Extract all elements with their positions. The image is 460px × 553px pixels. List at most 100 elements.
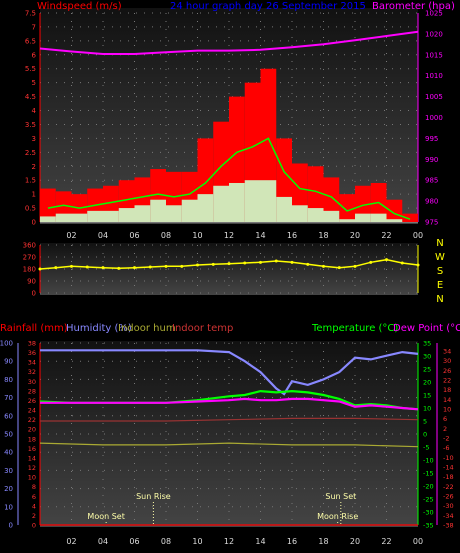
temperature-y-tick-label: -25 — [423, 496, 434, 504]
wind-direction-point — [416, 263, 420, 267]
wind-direction-point — [400, 261, 404, 265]
rainfall-y-tick-label: 4 — [32, 502, 36, 510]
speed-bar — [118, 208, 135, 222]
dewpoint-y-tick-label: 34 — [443, 348, 451, 356]
moon-sun-label: Moon Set — [87, 512, 124, 521]
wind-direction-point — [180, 264, 184, 268]
wind-direction-point — [117, 266, 121, 270]
humidity-y-tick-label: 90 — [4, 358, 13, 366]
wind-x-tick-label: 02 — [66, 231, 76, 240]
wind-direction-point — [385, 258, 388, 262]
wind-series — [39, 30, 419, 223]
direction-y-tick-label: 270 — [23, 254, 36, 262]
temperature-x-tick-label: 12 — [224, 537, 234, 546]
speed-bar — [150, 199, 166, 222]
moon-sun-label: Sun Rise — [136, 492, 171, 501]
speed-bar — [386, 219, 403, 222]
average-wind-line — [47, 137, 411, 220]
wind-y-tick-label: 6 — [32, 51, 37, 59]
dewpoint-y-tick-label: -18 — [443, 473, 454, 481]
barometer-y-tick-label: 975 — [425, 219, 438, 227]
humidity-y-tick-label: 30 — [4, 467, 13, 475]
wind-x-tick-label: 12 — [224, 231, 234, 240]
rainfall-y-tick-label: 36 — [28, 349, 36, 357]
speed-bar — [307, 208, 324, 222]
rainfall-y-tick-label: 18 — [28, 435, 36, 443]
wind-y-tick-label: 2.5 — [25, 149, 36, 157]
barometer-line — [39, 30, 419, 55]
temperature-y-tick-label: -15 — [423, 470, 434, 478]
moon-sun-label: Sun Set — [325, 492, 356, 501]
wind-x-tick-label: 20 — [350, 231, 360, 240]
wind-x-tick-label: 14 — [255, 231, 265, 240]
dewpoint-y-tick-label: 10 — [443, 406, 451, 414]
wind-direction-point — [164, 264, 168, 268]
wind-direction-point — [85, 265, 89, 269]
wind-y-tick-label: 1.5 — [25, 177, 36, 185]
wind-y-tick-label: 7.5 — [25, 10, 36, 18]
wind-y-tick-label: 3.5 — [25, 121, 36, 129]
wind-y-tick-label: 4.5 — [25, 93, 36, 101]
rainfall-y-tick-label: 8 — [32, 483, 36, 491]
barometer-label: Barometer (hpa) — [372, 1, 455, 12]
temperature-y-tick-label: 0 — [423, 431, 427, 439]
wind-y-tick-label: 5.5 — [25, 65, 36, 73]
indoor-temp-line — [40, 417, 419, 422]
temperature-y-tick-label: -35 — [423, 522, 434, 530]
rainfall-y-tick-label: 12 — [28, 464, 36, 472]
barometer-y-tick-label: 1015 — [425, 51, 443, 59]
rainfall-y-tick-label: 14 — [28, 454, 36, 462]
speed-bar — [339, 219, 355, 222]
dew-point-line — [40, 397, 419, 411]
rainfall-y-tick-label: 38 — [28, 340, 36, 348]
rainfall-y-tick-label: 22 — [28, 416, 36, 424]
compass-label: W — [435, 252, 445, 263]
humidity-y-tick-label: 40 — [4, 449, 13, 457]
temperature-x-tick-label: 22 — [381, 537, 391, 546]
wind-y-tick-label: 0 — [32, 219, 36, 227]
speed-bar — [323, 210, 340, 222]
speed-bar — [244, 180, 261, 222]
speed-bar — [103, 210, 119, 222]
wind-direction-point — [306, 262, 310, 266]
temperature-x-tick-label: 04 — [98, 537, 108, 546]
barometer-y-tick-label: 1010 — [425, 72, 443, 80]
wind-y-tick-label: 7 — [32, 23, 36, 31]
temperature-y-tick-label: -30 — [423, 509, 434, 517]
temperature-x-tick-label: 02 — [66, 537, 76, 546]
rainfall-y-tick-label: 6 — [32, 493, 36, 501]
temperature-y-tick-label: 10 — [423, 405, 431, 413]
wind-direction-point — [70, 264, 73, 268]
barometer-y-tick-label: 990 — [425, 156, 438, 164]
compass-label: N — [436, 294, 443, 305]
wind-direction-point — [369, 260, 373, 264]
rainfall-y-tick-label: 34 — [28, 359, 36, 367]
speed-bar — [213, 185, 229, 222]
wind-x-tick-label: 10 — [192, 231, 202, 240]
rainfall-y-tick-label: 30 — [28, 378, 36, 386]
rainfall-y-tick-label: 0 — [32, 522, 36, 530]
wind-x-tick-label: 06 — [129, 231, 139, 240]
speed-bar — [229, 182, 245, 222]
gust-bar — [402, 213, 418, 222]
wind-direction-point — [353, 264, 357, 268]
rainfall-y-tick-label: 16 — [28, 445, 36, 453]
speed-bar — [260, 180, 277, 222]
temperature-x-tick-label: 20 — [350, 537, 360, 546]
humidity-y-tick-label: 20 — [4, 485, 13, 493]
gust-bar — [355, 185, 371, 222]
compass-label: N — [436, 238, 443, 249]
speed-bar — [197, 194, 214, 222]
wind-direction-point — [133, 266, 136, 270]
rainfall-y-tick-label: 2 — [32, 512, 36, 520]
temperature-y-tick-label: 30 — [423, 353, 431, 361]
wind-y-tick-label: 5 — [32, 79, 36, 87]
humidity-y-tick-label: 60 — [4, 412, 13, 420]
humidity-y-tick-label: 0 — [9, 522, 13, 530]
wind-direction-point — [322, 264, 325, 268]
temperature-x-tick-label: 10 — [192, 537, 202, 546]
indoor-hum-line — [39, 442, 419, 448]
axis-labels: 7.576.565.554.543.532.521.510.5010251020… — [0, 10, 454, 547]
indoor-temp-label: Indoor temp — [172, 323, 233, 334]
speed-bar — [181, 199, 198, 222]
